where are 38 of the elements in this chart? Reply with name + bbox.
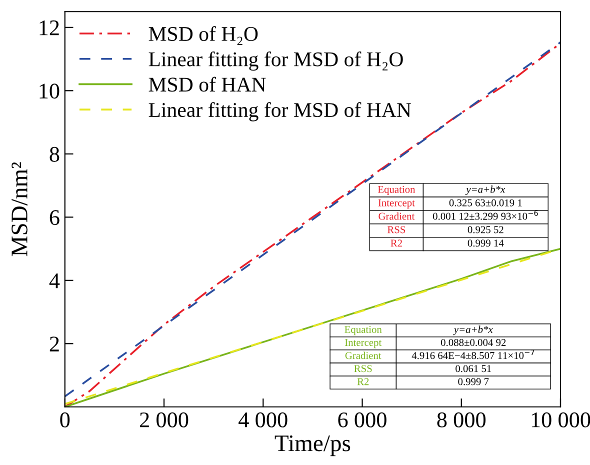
- annotation: RSS: [354, 365, 372, 372]
- y-tick-label: 6: [50, 210, 60, 226]
- annotation: R2: [357, 378, 369, 386]
- annotation: RSS: [387, 226, 406, 234]
- annotation: Intercept: [344, 339, 382, 348]
- legend-label: Linear fitting for MSD of HAN: [148, 102, 412, 122]
- legend-label: MSD of HAN: [148, 76, 266, 92]
- annotation: R2: [390, 240, 402, 247]
- annotation: y=a+b*x: [465, 186, 506, 196]
- annotation: 4.916 64E−4±8.507 11×10$^{−7}$: [412, 350, 534, 360]
- annotation: Gradient: [345, 352, 382, 360]
- annotation: Equation: [344, 326, 382, 336]
- annotation: 0.999 14: [468, 240, 504, 247]
- annotation: Intercept: [378, 199, 415, 208]
- y-tick-label: 4: [49, 273, 60, 288]
- x-tick-label: 8 000: [437, 412, 486, 428]
- x-tick-label: 6 000: [338, 412, 386, 428]
- x-tick-label: 4 000: [238, 412, 288, 428]
- annotation: Gradient: [378, 212, 415, 220]
- y-tick-label: 10: [40, 84, 60, 99]
- x-tick-label: 0: [60, 412, 70, 428]
- annotation: 0.325 63±0.019 1: [449, 199, 522, 206]
- annotation: y=a+b*x: [453, 326, 493, 336]
- y-tick-label: 8: [50, 146, 60, 162]
- legend-label: Linear fitting for MSD of H₂O: [148, 51, 403, 71]
- annotation: 0.925 52: [468, 226, 504, 234]
- y-tick-label: 12: [40, 20, 59, 36]
- x-tick-label: 2 000: [140, 412, 188, 428]
- annotation: 0.001 12±3.299 93×10$^{−6}$: [432, 210, 538, 220]
- annotation: Equation: [378, 186, 416, 195]
- x-tick-label: 10 000: [532, 412, 590, 428]
- annotation: 0.088±0.004 92: [440, 339, 506, 346]
- y-tick-label: 2: [50, 336, 59, 352]
- annotation: 0.061 51: [456, 365, 492, 372]
- x-axis-title: Time/ps: [274, 435, 350, 456]
- annotation: 0.999 7: [458, 378, 489, 386]
- legend-label: MSD of H₂O: [148, 26, 258, 46]
- y-axis-title: MSD/nm²: [12, 162, 28, 256]
